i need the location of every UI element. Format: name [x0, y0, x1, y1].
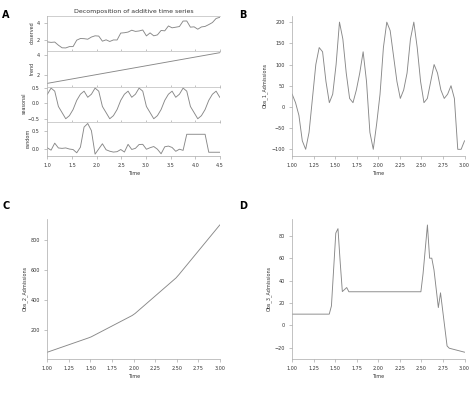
Y-axis label: Obs_2_Admissions: Obs_2_Admissions — [22, 266, 27, 311]
Y-axis label: seasonal: seasonal — [21, 93, 27, 114]
Y-axis label: Obs_1_Admissions: Obs_1_Admissions — [263, 63, 268, 108]
Y-axis label: Obs_3_Admissions: Obs_3_Admissions — [266, 266, 271, 311]
X-axis label: Time: Time — [372, 374, 384, 379]
Y-axis label: observed: observed — [30, 21, 35, 44]
X-axis label: Time: Time — [372, 171, 384, 176]
Title: Decomposition of additive time series: Decomposition of additive time series — [74, 9, 193, 14]
Text: A: A — [2, 10, 10, 20]
X-axis label: Time: Time — [128, 374, 140, 379]
Y-axis label: trend: trend — [30, 61, 35, 74]
Text: C: C — [2, 201, 9, 211]
Text: D: D — [239, 201, 247, 211]
Text: B: B — [239, 10, 247, 20]
Y-axis label: random: random — [26, 129, 31, 149]
X-axis label: Time: Time — [128, 171, 140, 176]
